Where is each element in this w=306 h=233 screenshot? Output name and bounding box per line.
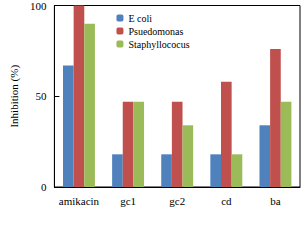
svg-text:ba: ba	[270, 195, 281, 207]
svg-text:Psuedomonas: Psuedomonas	[128, 26, 183, 37]
svg-text:0: 0	[41, 181, 47, 193]
svg-text:gc2: gc2	[169, 195, 185, 207]
svg-text:amikacin: amikacin	[59, 195, 100, 207]
svg-text:100: 100	[30, 0, 47, 12]
svg-text:Staphyllococus: Staphyllococus	[128, 39, 189, 50]
svg-text:gc1: gc1	[120, 195, 136, 207]
svg-text:E coli: E coli	[128, 13, 152, 24]
svg-text:cd: cd	[221, 195, 232, 207]
svg-text:Inhibition (%): Inhibition (%)	[8, 65, 21, 128]
svg-text:50: 50	[35, 90, 47, 102]
